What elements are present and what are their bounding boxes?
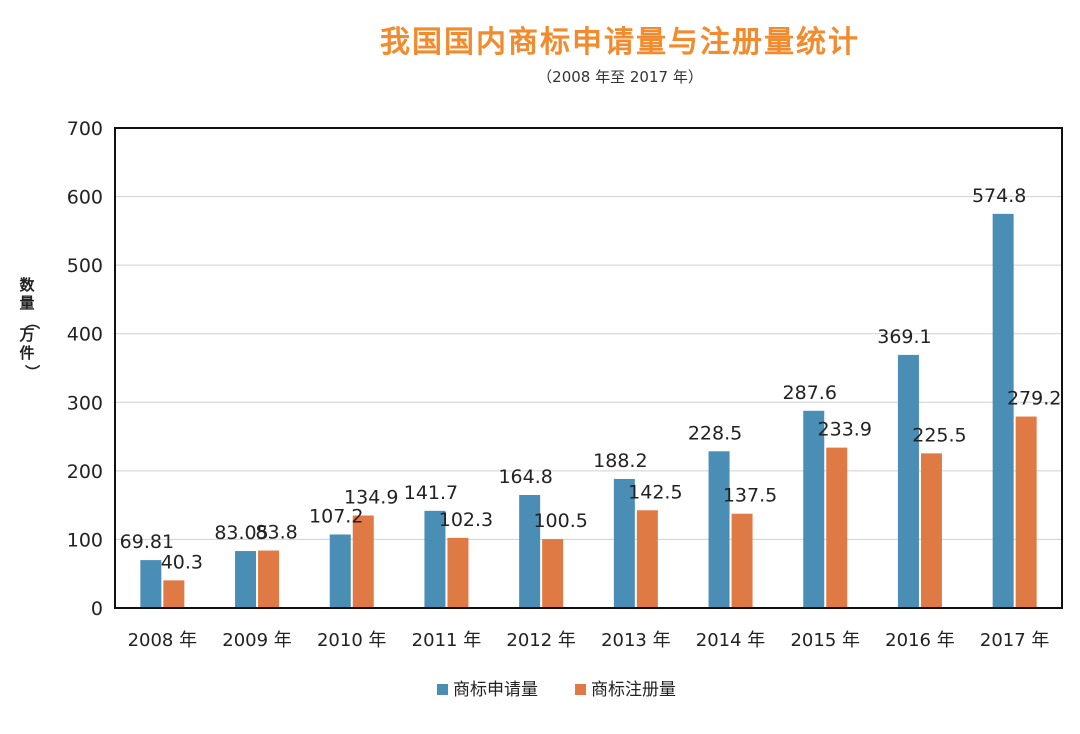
data-label: 134.9: [344, 486, 398, 508]
legend: 商标申请量 商标注册量: [437, 680, 676, 700]
data-label: 83.05: [214, 522, 268, 544]
y-tick-label: 500: [67, 255, 103, 277]
data-label: 279.2: [1007, 388, 1061, 410]
x-tick-label: 2017 年: [980, 630, 1050, 651]
legend-label-registration: 商标注册量: [591, 680, 676, 700]
data-label: 225.5: [912, 424, 966, 446]
bar-registration: [731, 513, 753, 608]
data-label: 83.8: [255, 522, 297, 544]
bar-registration: [542, 539, 564, 608]
bar-registration: [1015, 416, 1037, 608]
data-label: 69.81: [120, 531, 174, 553]
data-label: 142.5: [628, 481, 682, 503]
x-tick-label: 2014 年: [696, 630, 766, 651]
data-label: 100.5: [533, 510, 587, 532]
y-tick-label: 600: [67, 187, 103, 209]
bar-application: [613, 478, 635, 608]
y-axis-label-char: 数: [19, 276, 35, 294]
y-tick-label: 100: [67, 529, 103, 551]
y-axis-label-char: 万: [18, 326, 34, 344]
bar-registration: [826, 447, 848, 608]
y-tick-label: 200: [67, 461, 103, 483]
bar-application: [992, 213, 1014, 608]
data-label: 40.3: [161, 551, 203, 573]
x-axis-ticks: 2008 年 2009 年 2010 年 2011 年 2012 年 2013 年 2014…: [128, 630, 1050, 651]
y-axis-label-char: （: [23, 314, 41, 329]
bar-application: [140, 560, 162, 608]
legend-label-application: 商标申请量: [453, 680, 538, 700]
bar-application: [235, 551, 257, 608]
chart-title: 我国国内商标申请量与注册量统计: [380, 25, 860, 60]
data-label: 141.7: [404, 482, 458, 504]
bar-application: [519, 494, 541, 608]
bar-application: [708, 451, 730, 608]
bars: [140, 213, 1037, 608]
bar-registration: [636, 510, 658, 608]
data-labels: 69.81 83.05 107.2 141.7 164.8 188.2 228.5 287.6…: [120, 185, 1062, 574]
bar-application: [329, 534, 351, 608]
data-label: 233.9: [818, 419, 872, 441]
data-label: 188.2: [593, 450, 647, 472]
y-tick-label: 0: [91, 598, 103, 620]
data-label: 137.5: [723, 485, 777, 507]
data-label: 102.3: [439, 509, 493, 531]
x-tick-label: 2011 年: [412, 630, 482, 651]
data-label: 107.2: [309, 505, 363, 527]
grid-lines: [115, 196, 1062, 540]
bar-application: [424, 510, 446, 608]
data-label: 574.8: [972, 185, 1026, 207]
y-tick-label: 400: [67, 324, 103, 346]
legend-swatch-registration: [575, 684, 586, 695]
x-tick-label: 2013 年: [601, 630, 671, 651]
y-tick-label: 300: [67, 392, 103, 414]
y-axis-ticks: 0 100 200 300 400 500 600 700: [67, 118, 103, 620]
x-tick-label: 2010 年: [317, 630, 387, 651]
bar-registration: [163, 580, 185, 608]
x-tick-label: 2009 年: [222, 630, 292, 651]
bar-registration: [920, 453, 942, 608]
y-axis-label: 数量 （万件 ）: [18, 276, 41, 380]
y-axis-label-char: ）: [23, 364, 41, 379]
data-label: 228.5: [688, 422, 742, 444]
bar-registration: [352, 515, 374, 608]
y-axis-label-char: 量: [19, 294, 34, 312]
plot-frame: [114, 127, 1063, 609]
y-tick-label: 700: [67, 118, 103, 140]
bar-application: [803, 410, 825, 608]
x-tick-label: 2015 年: [790, 630, 860, 651]
bar-registration: [258, 550, 280, 608]
data-label: 287.6: [783, 382, 837, 404]
data-label: 164.8: [498, 466, 552, 488]
legend-swatch-application: [437, 684, 448, 695]
bar-registration: [447, 537, 469, 608]
x-tick-label: 2016 年: [885, 630, 955, 651]
x-tick-label: 2008 年: [128, 630, 198, 651]
bar-application: [897, 354, 919, 608]
data-label: 369.1: [877, 326, 931, 348]
x-tick-label: 2012 年: [506, 630, 576, 651]
chart-subtitle: （2008 年至 2017 年）: [537, 68, 703, 86]
y-axis-label-char: 件: [19, 344, 34, 362]
